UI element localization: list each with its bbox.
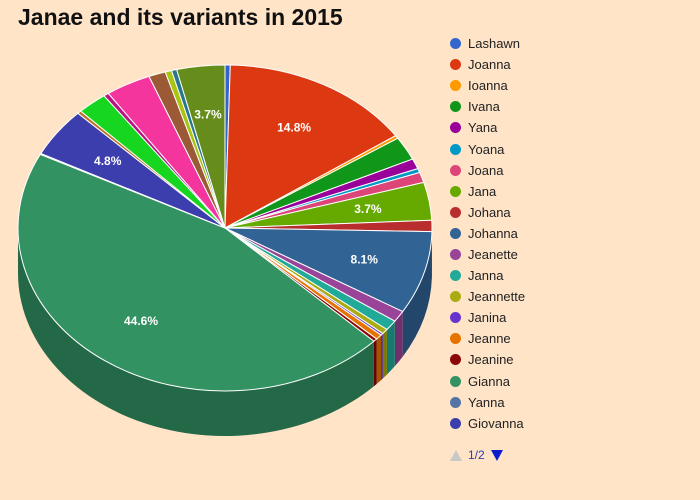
legend-item[interactable]: Jeannette — [450, 286, 690, 307]
pager-up-icon[interactable] — [450, 449, 462, 461]
pie-slice-side-11 — [386, 321, 395, 375]
legend-swatch — [450, 143, 461, 155]
pie-slice-side-13 — [381, 333, 383, 381]
legend-swatch — [450, 270, 461, 282]
pie-slice-9[interactable] — [224, 227, 433, 313]
pie-top — [17, 64, 433, 392]
legend-item[interactable]: Joana — [450, 160, 690, 181]
legend: Lashawn Joanna Ioanna Ivana Yana Yoana Joana Ja… — [450, 33, 690, 434]
legend-label: Jeannette — [468, 289, 526, 305]
legend-label: Janna — [468, 268, 504, 284]
slice-label-7: 3.7% — [354, 202, 382, 216]
slice-label-9: 8.1% — [351, 253, 379, 267]
legend-label: Jeanne — [468, 331, 511, 347]
pie-slice-side-9 — [402, 231, 432, 357]
legend-swatch — [450, 396, 461, 408]
legend-item[interactable]: Giovanna — [450, 413, 690, 434]
legend-item[interactable]: Johanna — [450, 223, 690, 244]
pager-down-icon[interactable] — [490, 449, 503, 461]
legend-item[interactable]: Jeanne — [450, 328, 690, 349]
pie-labels: 14.8% 3.7% 8.1% 44.6% 4.8% 3.7% — [94, 108, 382, 328]
legend-swatch — [450, 206, 461, 218]
pie-slice-side-15 — [373, 338, 377, 387]
legend-item[interactable]: Ivana — [450, 96, 690, 117]
legend-label: Gianna — [468, 373, 510, 389]
pie-slice-side-16 — [18, 228, 374, 436]
legend-label: Jana — [468, 183, 497, 199]
legend-swatch — [450, 312, 461, 324]
legend-label: Yoana — [468, 141, 505, 157]
legend-item[interactable]: Yana — [450, 117, 690, 138]
legend-swatch — [450, 80, 461, 92]
slice-label-18: 4.8% — [94, 154, 122, 168]
pie-slice-side-12 — [382, 329, 387, 379]
pie-slice-1[interactable] — [224, 64, 397, 229]
legend-swatch — [450, 248, 461, 260]
legend-item[interactable]: Janna — [450, 265, 690, 286]
legend-swatch — [450, 227, 461, 239]
pie-slice-side-14 — [376, 335, 382, 384]
legend-item[interactable]: Johana — [450, 202, 690, 223]
legend-label: Yanna — [468, 394, 505, 410]
legend-item[interactable]: Joanna — [450, 54, 690, 75]
legend-item[interactable]: Ioanna — [450, 75, 690, 96]
pie-slice-26[interactable] — [176, 64, 226, 229]
legend-item[interactable]: Janina — [450, 307, 690, 328]
legend-label: Janina — [468, 310, 507, 326]
legend-label: Lashawn — [468, 36, 521, 52]
slice-label-1: 14.8% — [277, 121, 311, 135]
legend-label: Jeanette — [468, 246, 518, 262]
legend-swatch — [450, 101, 461, 113]
legend-swatch — [450, 164, 461, 176]
pager-text: 1/2 — [468, 448, 485, 462]
legend-swatch — [450, 333, 461, 345]
legend-swatch — [450, 417, 461, 429]
chart-title: Janae and its variants in 2015 — [18, 4, 343, 30]
legend-swatch — [450, 291, 461, 303]
legend-label: Jeanine — [468, 352, 514, 368]
legend-label: Ivana — [468, 99, 500, 115]
legend-item[interactable]: Jeanine — [450, 349, 690, 370]
legend-pager: 1/2 — [450, 448, 503, 462]
legend-label: Johana — [468, 204, 511, 220]
legend-label: Joana — [468, 162, 504, 178]
legend-swatch — [450, 38, 461, 50]
pie-sides — [18, 228, 432, 436]
legend-item[interactable]: Jana — [450, 181, 690, 202]
legend-swatch — [450, 185, 461, 197]
legend-swatch — [450, 375, 461, 387]
legend-label: Johanna — [468, 225, 518, 241]
legend-swatch — [450, 59, 461, 71]
legend-swatch — [450, 122, 461, 134]
legend-label: Joanna — [468, 57, 511, 73]
slice-label-26: 3.7% — [194, 108, 222, 122]
pie-slice-side-10 — [394, 311, 403, 367]
legend-item[interactable]: Jeanette — [450, 244, 690, 265]
legend-swatch — [450, 354, 461, 366]
legend-label: Yana — [468, 120, 498, 136]
pie-slice-16[interactable] — [17, 153, 375, 392]
legend-label: Ioanna — [468, 78, 508, 94]
legend-item[interactable]: Yanna — [450, 392, 690, 413]
legend-item[interactable]: Gianna — [450, 371, 690, 392]
slice-label-16: 44.6% — [124, 314, 158, 328]
legend-item[interactable]: Yoana — [450, 138, 690, 159]
legend-item[interactable]: Lashawn — [450, 33, 690, 54]
legend-label: Giovanna — [468, 415, 524, 431]
